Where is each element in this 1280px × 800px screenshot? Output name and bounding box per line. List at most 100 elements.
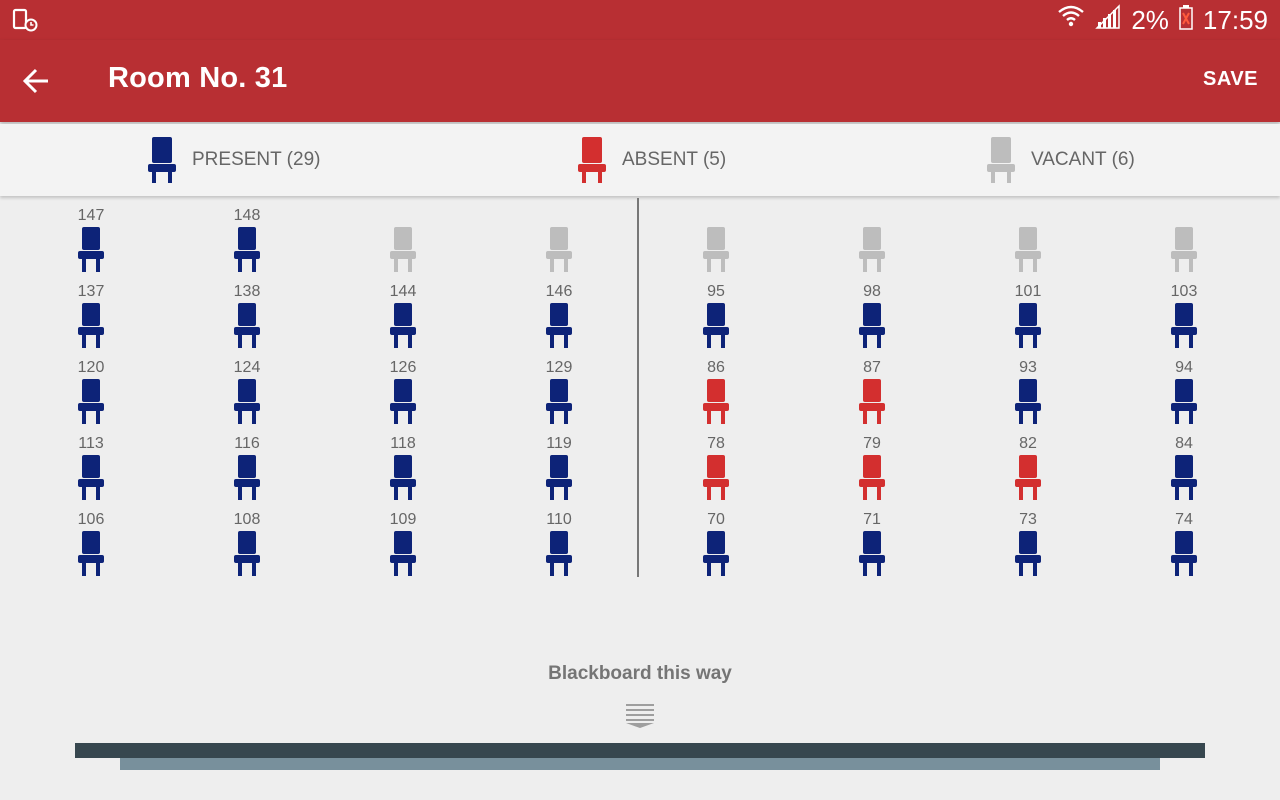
seat-number: 144 [389,283,417,300]
seat-number: 146 [545,283,573,300]
seat-present[interactable]: 147 [61,207,121,283]
seat-present[interactable]: 84 [1154,435,1214,511]
legend-vacant-label: VACANT (6) [1031,149,1135,170]
chair-icon [546,303,572,348]
chair-icon [1171,227,1197,272]
seat-number: 113 [78,435,104,452]
seat-number [529,207,589,225]
seat-present[interactable]: 73 [998,511,1058,587]
seat-number: 124 [233,359,261,376]
seat-vacant[interactable] [373,207,433,283]
legend-absent: ABSENT (5) [578,136,726,184]
blackboard-label: Blackboard this way [548,663,732,684]
seat-number: 79 [863,435,881,452]
seat-number: 93 [1019,359,1037,376]
seat-present[interactable]: 70 [686,511,746,587]
signal-icon [1095,3,1121,37]
seat-present[interactable]: 101 [998,283,1058,359]
seat-present[interactable]: 116 [217,435,277,511]
seat-absent[interactable]: 79 [842,435,902,511]
seat-number: 74 [1175,511,1193,528]
seat-present[interactable]: 74 [1154,511,1214,587]
seat-present[interactable]: 119 [529,435,589,511]
battery-percent: 2% [1131,4,1169,35]
seat-present[interactable]: 94 [1154,359,1214,435]
chair-icon [78,227,104,272]
seat-number: 116 [234,435,260,452]
seat-present[interactable]: 148 [217,207,277,283]
seat-present[interactable]: 106 [61,511,121,587]
seat-number [373,207,433,225]
seat-present[interactable]: 126 [373,359,433,435]
legend-absent-label: ABSENT (5) [622,149,727,170]
seat-absent[interactable]: 82 [998,435,1058,511]
chair-icon [78,303,104,348]
seat-vacant[interactable] [1154,207,1214,283]
seat-present[interactable]: 144 [373,283,433,359]
seat-number: 129 [545,359,573,376]
seat-absent[interactable]: 87 [842,359,902,435]
chair-icon [148,137,176,183]
seat-present[interactable]: 129 [529,359,589,435]
seat-number: 108 [233,511,261,528]
seat-number: 73 [1019,511,1037,528]
seat-number: 82 [1019,435,1037,452]
seat-absent[interactable]: 78 [686,435,746,511]
seat-present[interactable]: 146 [529,283,589,359]
seat-present[interactable]: 109 [373,511,433,587]
seat-present[interactable]: 120 [61,359,121,435]
seat-vacant[interactable] [529,207,589,283]
seat-vacant[interactable] [998,207,1058,283]
chair-icon [1015,227,1041,272]
seat-number: 138 [233,283,261,300]
seat-present[interactable]: 138 [217,283,277,359]
seat-present[interactable]: 95 [686,283,746,359]
chair-icon [703,531,729,576]
chair-icon [1015,303,1041,348]
seat-absent[interactable]: 86 [686,359,746,435]
seat-number: 70 [707,511,725,528]
wifi-icon [1057,3,1085,38]
chair-icon [546,455,572,500]
seat-present[interactable]: 124 [217,359,277,435]
seat-present[interactable]: 113 [61,435,121,511]
seat-present[interactable]: 93 [998,359,1058,435]
blackboard-tray [120,758,1160,770]
seat-present[interactable]: 110 [529,511,589,587]
chair-icon [859,455,885,500]
seat-present[interactable]: 137 [61,283,121,359]
chair-icon [1171,379,1197,424]
chair-icon [234,531,260,576]
seat-vacant[interactable] [686,207,746,283]
seat-number: 106 [77,511,105,528]
chair-icon [1171,303,1197,348]
seat-present[interactable]: 108 [217,511,277,587]
seat-vacant[interactable] [842,207,902,283]
chair-icon [578,137,606,183]
seat-present[interactable]: 71 [842,511,902,587]
seat-present[interactable]: 98 [842,283,902,359]
seat-number: 118 [390,435,416,452]
chair-icon [390,379,416,424]
page-title: Room No. 31 [108,62,288,94]
clock: 17:59 [1202,4,1268,35]
seat-number: 98 [863,283,881,300]
back-button[interactable] [18,62,56,100]
seat-present[interactable]: 118 [373,435,433,511]
seat-number: 137 [77,283,105,300]
status-bar: 2% 17:59 [0,0,1280,40]
seat-legend: PRESENT (29) ABSENT (5) VACANT (6) [0,124,1280,196]
save-button[interactable]: SAVE [1203,68,1258,90]
seat-number: 71 [863,511,881,528]
seat-present[interactable]: 103 [1154,283,1214,359]
chair-icon [987,137,1015,183]
arrow-left-icon [22,68,48,94]
chair-icon [78,531,104,576]
seat-number: 126 [389,359,417,376]
chair-icon [859,531,885,576]
app-bar: Room No. 31 SAVE [0,40,1280,122]
seat-number [998,207,1058,225]
chair-icon [1015,455,1041,500]
chair-icon [234,379,260,424]
seat-number: 147 [77,207,105,224]
